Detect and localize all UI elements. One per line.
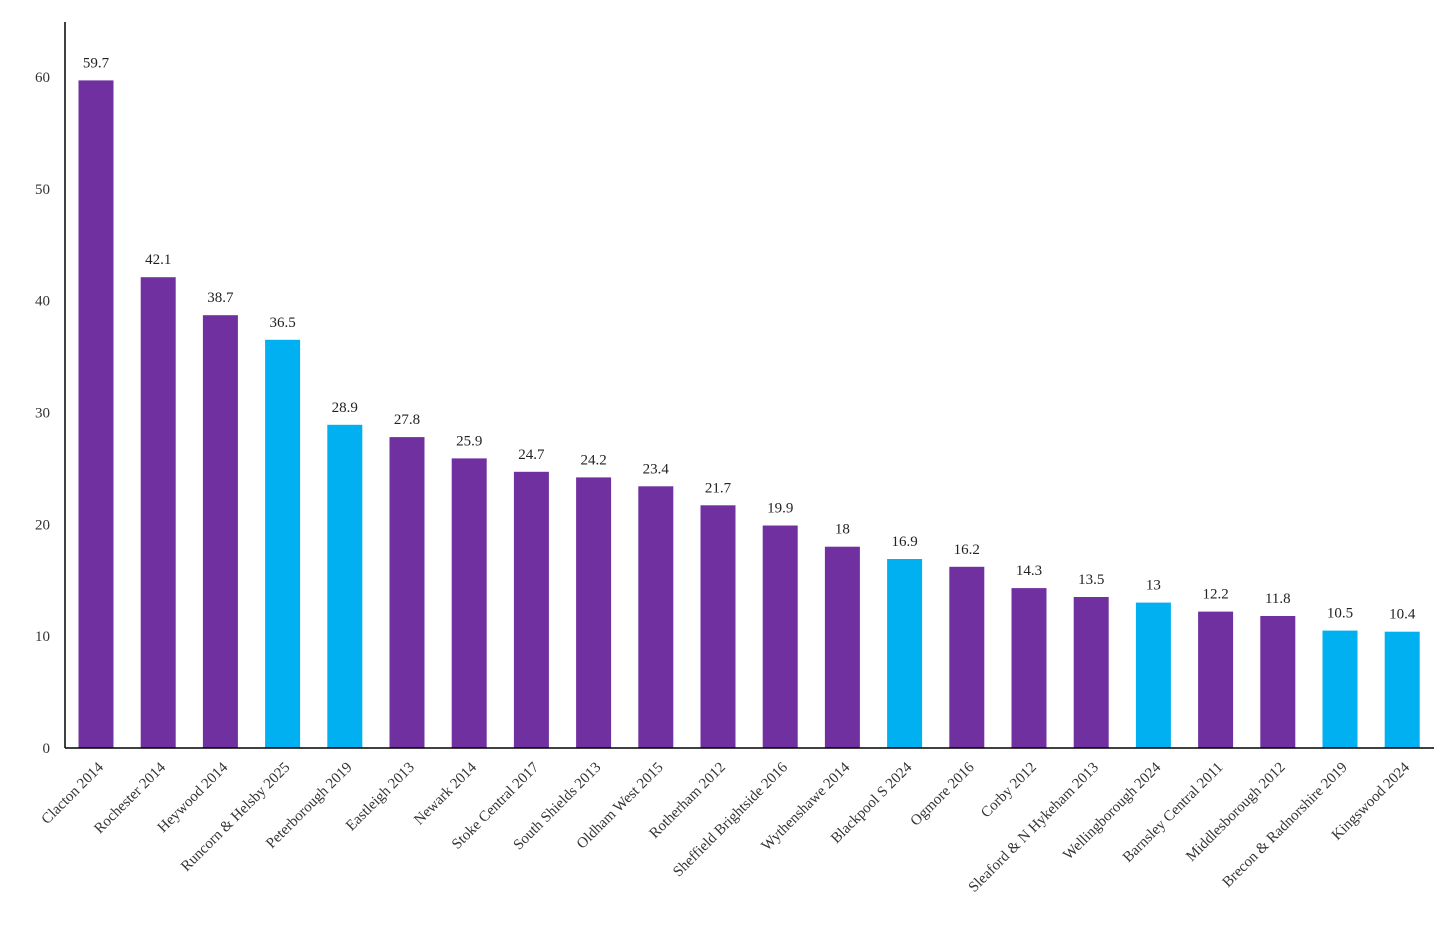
data-label: 14.3 [1016,563,1042,579]
y-tick-label: 60 [35,70,50,86]
data-label: 24.2 [580,452,606,468]
y-tick-label: 0 [43,741,51,757]
bar [887,559,923,748]
x-tick-label: Corby 2012 [978,760,1040,822]
data-label: 16.9 [891,534,917,550]
data-label: 38.7 [207,290,234,306]
data-label: 10.4 [1389,607,1416,623]
bar [1260,616,1296,748]
x-tick-label: Ogmore 2016 [908,759,978,829]
x-tick-label: Brecon & Radnorshire 2019 [1220,760,1351,891]
bars [78,80,1420,748]
y-tick-label: 10 [35,629,50,645]
data-label: 16.2 [954,542,980,558]
bar [1073,597,1109,748]
data-label: 36.5 [269,315,295,331]
data-label: 28.9 [332,400,358,416]
data-label: 21.7 [705,480,732,496]
data-label: 59.7 [83,55,110,71]
x-tick-label: Sleaford & N Hykeham 2013 [966,760,1102,896]
bar [638,486,674,748]
data-label: 24.7 [518,447,545,463]
bar [700,505,736,748]
x-tick-label: Runcorn & Helsby 2025 [178,760,293,875]
y-axis-ticks: 0 10 20 30 40 50 60 [35,70,50,757]
bar [78,80,114,748]
bar [1011,588,1047,748]
data-label: 19.9 [767,501,793,517]
data-label: 11.8 [1265,591,1291,607]
x-tick-label: Sheffield Brightside 2016 [670,759,791,880]
data-label: 13 [1146,578,1161,594]
data-label: 23.4 [643,461,670,477]
data-label: 27.8 [394,412,420,428]
x-tick-label: Newark 2014 [411,759,480,828]
x-tick-label: Clacton 2014 [39,759,108,828]
bar [389,437,425,748]
bar [140,277,176,748]
bar [265,339,301,748]
data-labels: 59.7 42.1 38.7 36.5 28.9 27.8 25.9 24.7 24.2 23.4… [83,55,1416,622]
data-label: 25.9 [456,433,482,449]
bar [513,471,549,748]
bar [762,525,798,748]
bar [824,546,860,748]
bar [451,458,487,748]
bar [576,477,612,748]
bar [1322,630,1358,748]
data-label: 18 [835,522,850,538]
y-tick-label: 50 [35,182,50,198]
data-label: 13.5 [1078,572,1104,588]
data-label: 10.5 [1327,606,1353,622]
data-label: 42.1 [145,252,171,268]
y-tick-label: 20 [35,517,50,533]
data-label: 12.2 [1202,587,1228,603]
bar [202,315,238,748]
bar [1384,631,1420,748]
y-tick-label: 40 [35,294,50,310]
y-tick-label: 30 [35,406,50,422]
bar [949,566,985,748]
bar [1135,602,1171,748]
bar [1198,611,1234,748]
bar [327,424,363,748]
